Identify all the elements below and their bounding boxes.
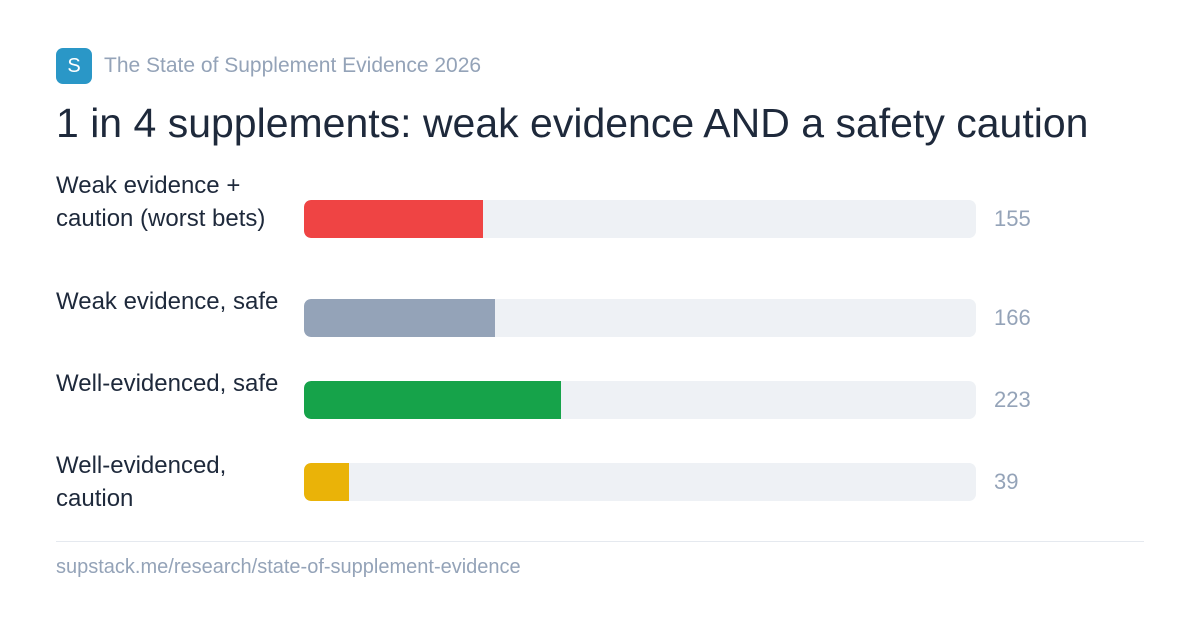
bar-track bbox=[304, 463, 976, 501]
brand-header: S The State of Supplement Evidence 2026 bbox=[56, 48, 481, 84]
category-label: Well-evidenced, safe bbox=[56, 370, 279, 397]
value-label: 39 bbox=[994, 469, 1019, 494]
report-name: The State of Supplement Evidence 2026 bbox=[104, 54, 482, 77]
bar bbox=[304, 463, 349, 501]
value-label: 155 bbox=[994, 206, 1031, 231]
chart-title: 1 in 4 supplements: weak evidence AND a … bbox=[56, 100, 1089, 146]
bar-track bbox=[304, 381, 976, 419]
bar bbox=[304, 381, 561, 419]
bar-track bbox=[304, 200, 976, 238]
bar bbox=[304, 200, 483, 238]
bar-track bbox=[304, 299, 976, 337]
value-label: 223 bbox=[994, 387, 1031, 412]
value-label: 166 bbox=[994, 305, 1031, 330]
bar bbox=[304, 299, 495, 337]
category-label: Weak evidence + caution (worst bets) bbox=[56, 172, 266, 232]
category-label: Weak evidence, safe bbox=[56, 288, 279, 315]
source-url: supstack.me/research/state-of-supplement… bbox=[56, 556, 521, 578]
category-label: Well-evidenced, caution bbox=[56, 452, 227, 512]
logo-badge: S bbox=[56, 48, 92, 84]
footer-divider bbox=[56, 541, 1144, 542]
